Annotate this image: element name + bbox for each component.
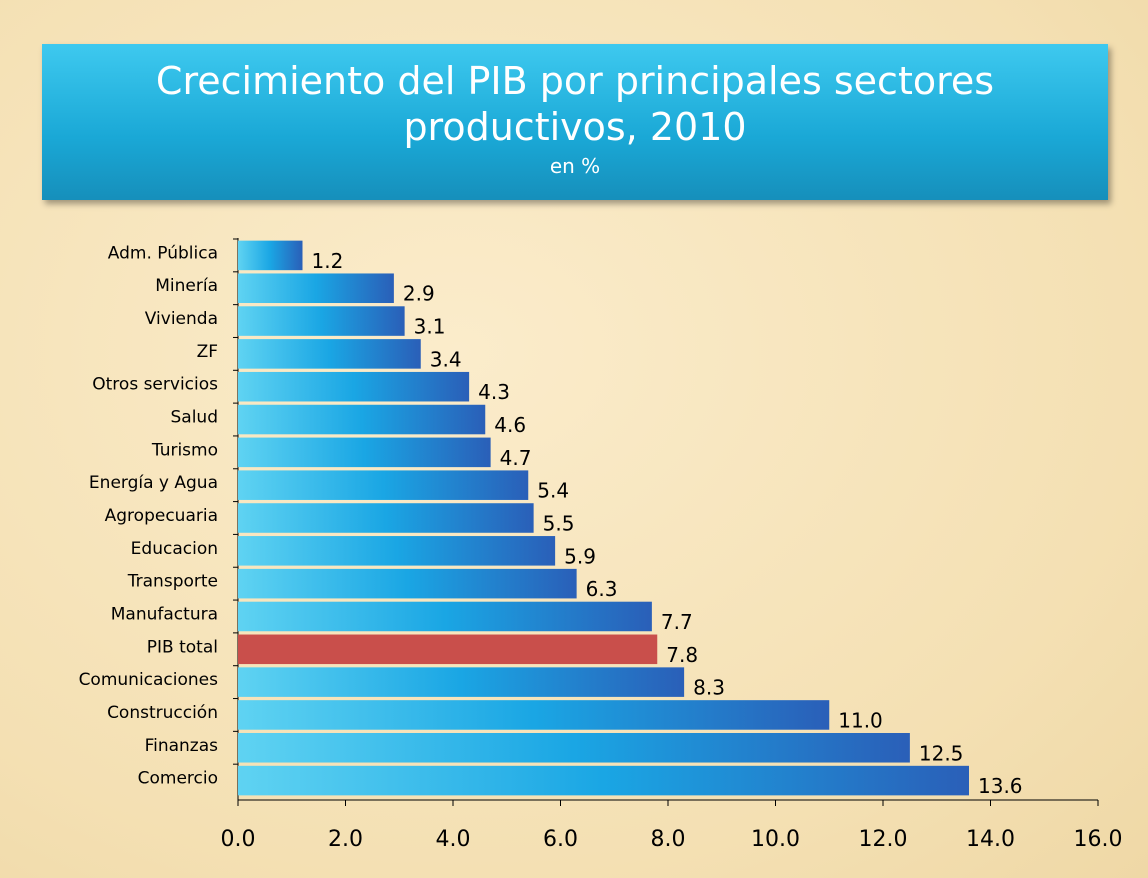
bar xyxy=(238,700,830,730)
y-tick-label: Comercio xyxy=(138,769,218,789)
bar xyxy=(238,470,529,500)
bar xyxy=(238,437,491,468)
bar xyxy=(238,404,486,435)
title-box: Crecimiento del PIB por principales sect… xyxy=(42,44,1108,200)
value-label: 11.0 xyxy=(838,708,883,732)
x-tick-label: 10.0 xyxy=(751,827,800,852)
value-label: 6.3 xyxy=(586,577,618,601)
bar xyxy=(238,273,394,304)
bar xyxy=(238,568,577,599)
chart-subtitle: en % xyxy=(549,154,601,178)
value-label: 5.5 xyxy=(543,512,575,536)
y-tick-label: Minería xyxy=(155,276,218,296)
value-label: 7.7 xyxy=(661,610,693,634)
value-label: 13.6 xyxy=(978,774,1023,798)
value-label: 7.8 xyxy=(666,643,698,667)
bar xyxy=(238,601,652,632)
value-label: 4.6 xyxy=(494,413,526,437)
y-tick-label: Manufactura xyxy=(111,604,218,624)
x-tick-label: 6.0 xyxy=(543,827,578,852)
y-tick-label: Salud xyxy=(171,408,219,428)
y-tick-label: ZF xyxy=(197,342,218,362)
bar xyxy=(238,765,969,796)
bar xyxy=(238,306,405,336)
y-tick-label: Transporte xyxy=(127,572,218,592)
value-label: 12.5 xyxy=(919,741,964,765)
bar xyxy=(238,667,685,697)
x-tick-label: 8.0 xyxy=(651,827,686,852)
value-label: 4.7 xyxy=(500,446,532,470)
y-tick-label: Vivienda xyxy=(145,309,218,329)
value-label: 4.3 xyxy=(478,380,510,404)
value-label: 5.9 xyxy=(564,544,596,568)
x-tick-label: 16.0 xyxy=(1074,827,1123,852)
y-tick-label: Educacion xyxy=(131,539,218,559)
y-tick-label: PIB total xyxy=(147,637,218,657)
y-tick-label: Comunicaciones xyxy=(79,670,219,690)
bar xyxy=(238,503,534,533)
bar xyxy=(238,240,303,271)
value-label: 2.9 xyxy=(403,282,435,306)
value-label: 3.4 xyxy=(430,347,462,371)
y-tick-label: Adm. Pública xyxy=(108,243,218,263)
x-tick-label: 2.0 xyxy=(328,827,363,852)
y-tick-label: Finanzas xyxy=(145,736,219,756)
y-tick-label: Construcción xyxy=(107,703,218,723)
bar xyxy=(238,732,910,763)
value-label: 5.4 xyxy=(537,479,569,503)
x-tick-label: 12.0 xyxy=(859,827,908,852)
x-tick-label: 0.0 xyxy=(221,827,256,852)
value-label: 3.1 xyxy=(414,315,446,339)
chart-title: Crecimiento del PIB por principales sect… xyxy=(155,59,995,149)
value-label: 1.2 xyxy=(312,249,344,273)
bar xyxy=(238,536,556,566)
y-tick-label: Energía y Agua xyxy=(89,473,218,493)
y-tick-label: Turismo xyxy=(151,440,218,460)
x-tick-label: 14.0 xyxy=(966,827,1015,852)
bar xyxy=(238,339,421,369)
bar xyxy=(238,634,658,665)
bar xyxy=(238,371,470,402)
x-tick-label: 4.0 xyxy=(436,827,471,852)
value-label: 8.3 xyxy=(693,676,725,700)
y-tick-label: Agropecuaria xyxy=(105,506,218,526)
y-tick-label: Otros servicios xyxy=(92,375,218,395)
